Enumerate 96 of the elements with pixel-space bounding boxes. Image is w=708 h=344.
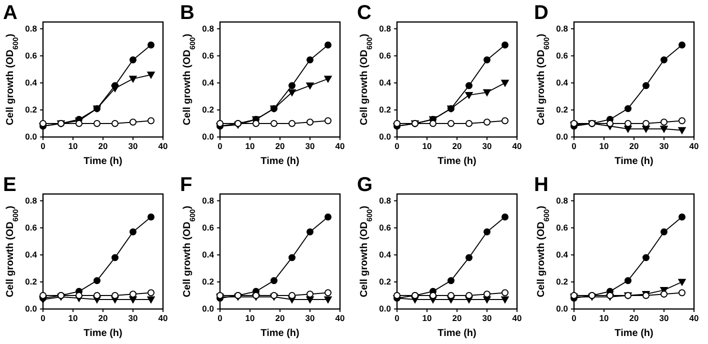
x-tick-label: 20	[452, 141, 462, 152]
y-tick-label: 0.6	[202, 222, 214, 233]
y-tick-label: 0.8	[556, 23, 568, 34]
y-tick-label: 0.4	[202, 78, 214, 88]
y-tick-label: 0.8	[379, 23, 392, 34]
y-tick-label: 0.8	[202, 195, 214, 206]
y-tick-label: 0.0	[202, 132, 214, 142]
x-tick-label: 30	[128, 313, 138, 324]
x-tick-label: 0	[218, 141, 223, 152]
x-tick-label: 10	[599, 313, 609, 324]
y-tick-label: 0.0	[379, 132, 392, 142]
y-tick-label: 0.4	[556, 250, 568, 260]
y-tick-label: 0.6	[556, 222, 568, 233]
x-axis-title: Time (h)	[614, 156, 654, 167]
x-tick-label: 20	[275, 313, 285, 324]
y-tick-label: 0.4	[25, 250, 38, 260]
y-tick-label: 0.2	[25, 104, 38, 115]
y-tick-label: 0.6	[25, 50, 38, 61]
x-tick-label: 30	[482, 313, 492, 324]
y-tick-label: 0.0	[202, 304, 214, 314]
y-tick-label: 0.6	[379, 222, 392, 233]
y-tick-label: 0.4	[379, 78, 392, 88]
x-tick-label: 0	[394, 141, 400, 152]
y-tick-label: 0.4	[25, 78, 38, 88]
x-tick-label: 20	[452, 313, 462, 324]
x-axis-title: Time (h)	[260, 328, 300, 339]
x-tick-label: 10	[422, 313, 432, 324]
x-tick-label: 10	[245, 141, 255, 152]
y-tick-label: 0.8	[25, 23, 38, 34]
x-tick-label: 40	[689, 141, 699, 152]
x-tick-label: 40	[158, 141, 168, 152]
y-tick-label: 0.2	[202, 276, 214, 287]
y-tick-label: 0.2	[379, 104, 392, 115]
chart-title: E	[3, 174, 16, 196]
x-tick-label: 40	[335, 141, 345, 152]
y-tick-label: 0.2	[379, 276, 392, 287]
x-tick-label: 30	[305, 141, 315, 152]
x-tick-label: 20	[98, 141, 108, 152]
y-tick-label: 0.0	[25, 304, 38, 314]
x-tick-label: 10	[245, 313, 255, 324]
x-tick-label: 40	[689, 313, 699, 324]
chart-title: A	[3, 2, 18, 24]
x-tick-label: 0	[394, 313, 400, 324]
y-tick-label: 0.6	[379, 50, 392, 61]
x-tick-label: 10	[422, 141, 432, 152]
x-axis-title: Time (h)	[84, 156, 122, 167]
x-tick-label: 20	[275, 141, 285, 152]
y-tick-label: 0.4	[202, 250, 214, 260]
y-tick-label: 0.0	[556, 304, 568, 314]
x-axis-title: Time (h)	[614, 328, 654, 339]
x-tick-label: 20	[629, 141, 639, 152]
x-tick-label: 0	[40, 313, 46, 324]
x-tick-label: 0	[40, 141, 46, 152]
x-tick-label: 20	[629, 313, 639, 324]
x-tick-label: 40	[158, 313, 168, 324]
x-tick-label: 30	[128, 141, 138, 152]
chart-title: F	[180, 174, 192, 196]
y-tick-label: 0.8	[25, 195, 38, 206]
x-tick-label: 20	[98, 313, 108, 324]
y-tick-label: 0.2	[556, 104, 568, 115]
x-tick-label: 30	[659, 141, 669, 152]
y-tick-label: 0.8	[556, 195, 568, 206]
x-tick-label: 0	[572, 141, 577, 152]
chart-title: B	[180, 2, 194, 24]
y-tick-label: 0.0	[25, 132, 38, 142]
x-tick-label: 10	[68, 313, 78, 324]
y-tick-label: 0.8	[379, 195, 392, 206]
y-tick-label: 0.4	[556, 78, 568, 88]
y-tick-label: 0.2	[25, 276, 38, 287]
y-tick-label: 0.0	[379, 304, 392, 314]
y-tick-label: 0.6	[25, 222, 38, 233]
chart-title: G	[357, 174, 373, 196]
y-tick-label: 0.6	[556, 50, 568, 61]
x-tick-label: 40	[512, 141, 522, 152]
x-axis-title: Time (h)	[438, 328, 476, 339]
x-tick-label: 40	[335, 313, 345, 324]
y-tick-label: 0.8	[202, 23, 214, 34]
chart-title: D	[534, 2, 548, 24]
x-tick-label: 30	[305, 313, 315, 324]
x-tick-label: 30	[482, 141, 492, 152]
chart-title: C	[357, 2, 372, 24]
x-axis-title: Time (h)	[438, 156, 476, 167]
y-tick-label: 0.2	[556, 276, 568, 287]
y-tick-label: 0.2	[202, 104, 214, 115]
x-tick-label: 40	[512, 313, 522, 324]
y-tick-label: 0.0	[556, 132, 568, 142]
x-tick-label: 10	[599, 141, 609, 152]
x-axis-title: Time (h)	[260, 156, 300, 167]
y-tick-label: 0.4	[379, 250, 392, 260]
x-tick-label: 30	[659, 313, 669, 324]
x-tick-label: 0	[218, 313, 223, 324]
y-tick-label: 0.6	[202, 50, 214, 61]
x-tick-label: 10	[68, 141, 78, 152]
chart-title: H	[534, 174, 548, 196]
x-axis-title: Time (h)	[84, 328, 122, 339]
x-tick-label: 0	[572, 313, 577, 324]
